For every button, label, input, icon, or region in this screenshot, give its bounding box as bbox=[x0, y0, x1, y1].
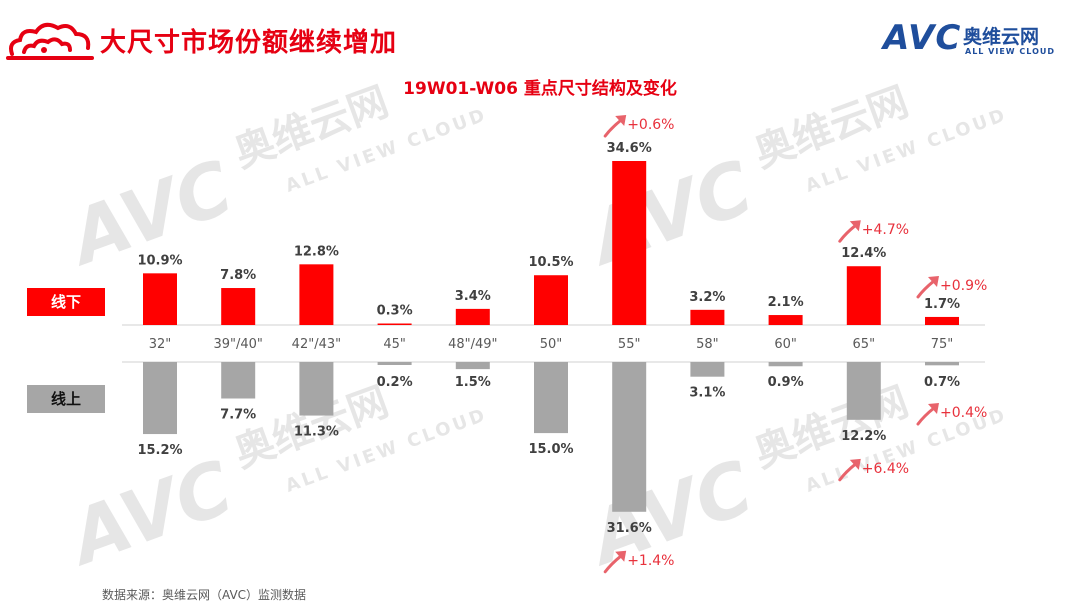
bar-offline bbox=[221, 288, 256, 325]
tick-label: 32" bbox=[149, 337, 172, 352]
series-label-online: 线上 bbox=[27, 385, 105, 413]
tick-label: 55" bbox=[618, 337, 641, 352]
bar-offline bbox=[612, 160, 647, 325]
brand-logo: AVC 奥维云网 ALL VIEW CLOUD bbox=[883, 18, 1058, 62]
bar-offline bbox=[534, 275, 568, 325]
change-arrow-icon bbox=[928, 275, 939, 287]
tick-label: 39"/40" bbox=[213, 337, 262, 352]
data-label-online: 0.7% bbox=[924, 375, 960, 390]
bar-online bbox=[377, 362, 412, 365]
data-label-offline: 10.9% bbox=[137, 253, 182, 268]
data-label-offline: 3.2% bbox=[689, 290, 725, 305]
data-label-offline: 7.8% bbox=[220, 268, 256, 283]
data-label-online: 31.6% bbox=[607, 521, 652, 536]
data-label-offline: 0.3% bbox=[377, 304, 413, 319]
change-arrow-icon bbox=[615, 550, 627, 562]
data-label-offline: 10.5% bbox=[528, 255, 573, 270]
change-annotation: +0.9% bbox=[940, 278, 987, 294]
change-arrow-icon bbox=[916, 279, 936, 299]
tick-label: 48"/49" bbox=[448, 337, 497, 352]
bar-offline bbox=[846, 266, 881, 325]
series-label-offline: 线下 bbox=[27, 288, 105, 316]
data-label-online: 7.7% bbox=[220, 407, 256, 422]
data-label-online: 3.1% bbox=[689, 386, 725, 401]
brand-avc-text: AVC bbox=[883, 18, 962, 58]
bar-online bbox=[221, 362, 256, 399]
change-arrow-icon bbox=[849, 458, 861, 470]
data-label-online: 15.2% bbox=[137, 443, 182, 458]
cloud-logo-icon bbox=[6, 22, 94, 60]
change-annotation: +0.6% bbox=[627, 117, 674, 133]
change-arrow-icon bbox=[838, 462, 858, 482]
change-arrow-icon bbox=[849, 220, 861, 232]
page-title: 大尺寸市场份额继续增加 bbox=[100, 28, 398, 58]
bar-online bbox=[768, 362, 803, 367]
data-label-online: 0.2% bbox=[377, 375, 413, 390]
change-arrow-icon bbox=[838, 223, 858, 243]
change-annotation: +6.4% bbox=[862, 461, 909, 477]
bar-offline bbox=[690, 309, 725, 325]
bar-online bbox=[455, 362, 490, 370]
data-label-offline: 12.4% bbox=[841, 246, 886, 261]
bar-offline bbox=[455, 308, 490, 325]
change-annotation: +0.4% bbox=[940, 405, 987, 421]
bar-online bbox=[925, 362, 959, 366]
tick-label: 58" bbox=[696, 337, 719, 352]
change-arrow-icon bbox=[916, 406, 936, 426]
data-label-offline: 3.4% bbox=[455, 289, 491, 304]
tick-label: 60" bbox=[774, 337, 797, 352]
data-label-online: 15.0% bbox=[528, 442, 573, 457]
data-label-online: 12.2% bbox=[841, 429, 886, 444]
bar-online bbox=[299, 362, 334, 416]
change-arrow-icon bbox=[928, 403, 939, 414]
change-arrow-icon bbox=[603, 118, 623, 138]
bar-offline bbox=[143, 273, 177, 325]
bar-online bbox=[690, 362, 725, 377]
data-label-online: 0.9% bbox=[768, 375, 804, 390]
data-label-offline: 1.7% bbox=[924, 297, 960, 312]
chart-title: 19W01-W06 重点尺寸结构及变化 bbox=[403, 79, 677, 99]
bar-online bbox=[534, 362, 568, 434]
data-label-offline: 2.1% bbox=[768, 295, 804, 310]
change-arrow-icon bbox=[615, 114, 627, 126]
tick-label: 50" bbox=[540, 337, 563, 352]
tick-label: 65" bbox=[853, 337, 876, 352]
data-label-offline: 34.6% bbox=[607, 141, 652, 156]
change-arrow-icon bbox=[603, 554, 623, 574]
change-annotation: +1.4% bbox=[627, 553, 674, 569]
bar-online bbox=[143, 362, 177, 435]
bar-offline bbox=[377, 323, 412, 325]
data-label-online: 1.5% bbox=[455, 375, 491, 390]
bar-offline bbox=[299, 264, 334, 325]
change-annotation: +4.7% bbox=[862, 222, 909, 238]
bar-offline bbox=[925, 316, 959, 325]
tick-label: 45" bbox=[383, 337, 406, 352]
bar-online bbox=[846, 362, 881, 420]
bar-offline bbox=[768, 315, 803, 325]
data-label-online: 11.3% bbox=[294, 425, 339, 440]
brand-en-text: ALL VIEW CLOUD bbox=[965, 47, 1056, 56]
data-source-note: 数据来源：奥维云网（AVC）监测数据 bbox=[102, 588, 307, 602]
tick-label: 75" bbox=[931, 337, 954, 352]
brand-cn-text: 奥维云网 bbox=[963, 26, 1040, 48]
bar-online bbox=[612, 362, 647, 512]
data-label-offline: 12.8% bbox=[294, 244, 339, 259]
tick-label: 42"/43" bbox=[292, 337, 341, 352]
